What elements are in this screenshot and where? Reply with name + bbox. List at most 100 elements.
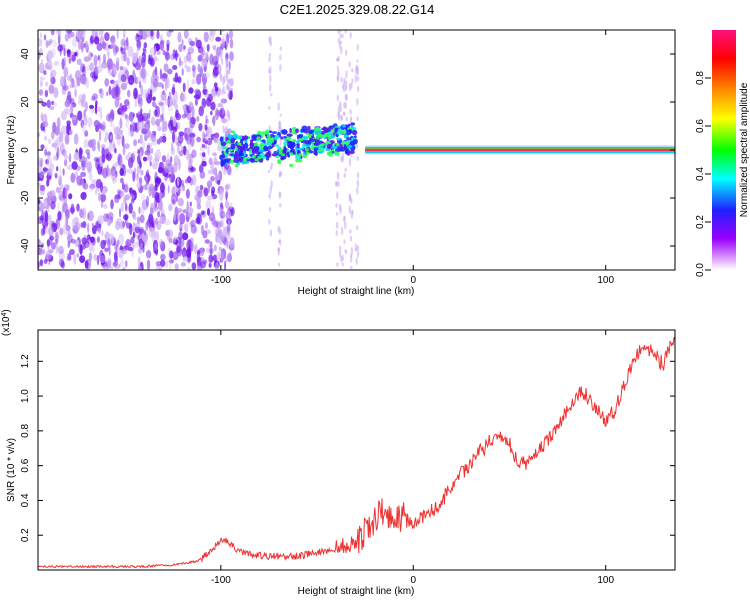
noise-blob (221, 117, 227, 124)
noise-blob (137, 216, 141, 224)
noise-blob (89, 35, 95, 44)
streak-blob (336, 171, 340, 177)
noise-blob (87, 117, 93, 128)
noise-blob (200, 146, 203, 152)
noise-blob (171, 142, 174, 152)
noise-blob (45, 250, 52, 260)
band-blob (263, 145, 268, 152)
noise-blob (39, 215, 44, 221)
noise-blob (139, 96, 143, 108)
noise-blob (50, 190, 56, 198)
streak-blob (356, 116, 359, 122)
noise-blob (126, 168, 133, 174)
noise-blob (124, 260, 128, 268)
streak-blob (279, 238, 282, 246)
noise-blob (63, 154, 69, 161)
colorbar: 0.0 0.2 0.4 0.6 0.8 Normalized spectral ampl… (695, 30, 750, 277)
noise-blob (225, 190, 229, 200)
band-blob (219, 136, 224, 143)
noise-blob (173, 212, 177, 222)
noise-blob (44, 149, 47, 157)
noise-blob (73, 254, 77, 265)
streak-blob (356, 76, 360, 82)
noise-blob (172, 237, 176, 243)
noise-blob (38, 198, 41, 205)
noise-blob (99, 255, 106, 264)
noise-blob (201, 143, 205, 148)
noise-blob (199, 184, 204, 191)
noise-blob (46, 99, 51, 109)
band-blob (281, 129, 288, 135)
noise-blob (67, 252, 72, 261)
noise-blob (87, 140, 94, 149)
noise-blob (142, 184, 147, 190)
noise-blob (191, 64, 196, 72)
noise-blob (189, 132, 195, 138)
streak-blob (221, 106, 225, 111)
band-blob (265, 151, 272, 158)
noise-blob (117, 153, 123, 166)
noise-blob (195, 217, 201, 224)
noise-blob (92, 225, 97, 235)
noise-blob (77, 110, 83, 122)
noise-blob (138, 206, 141, 215)
streak-blob (343, 111, 346, 116)
noise-blob (181, 113, 187, 119)
band-blob (259, 152, 265, 157)
noise-blob (59, 142, 65, 155)
streak-blob (350, 246, 354, 256)
noise-blob (174, 72, 179, 83)
noise-blob (141, 139, 146, 150)
streak-blob (269, 74, 272, 84)
noise-blob (69, 207, 76, 213)
noise-blob (125, 115, 130, 121)
noise-blob (216, 251, 222, 261)
noise-blob (91, 223, 95, 228)
snr-ylabel: SNR (10 * v/v) (6, 438, 17, 502)
band-highlight (256, 136, 261, 140)
noise-blob (119, 117, 123, 129)
streak-blob (279, 203, 282, 208)
noise-blob (131, 151, 138, 156)
noise-blob (99, 129, 102, 142)
noise-blob (228, 202, 233, 210)
noise-blob (196, 212, 202, 219)
noise-blob (194, 244, 198, 255)
noise-blob (117, 133, 124, 140)
noise-blob (186, 66, 191, 73)
streak-blob (337, 30, 340, 35)
noise-blob (217, 102, 223, 108)
noise-blob (136, 112, 139, 119)
streak-blob (351, 78, 354, 84)
noise-blob (40, 157, 43, 167)
noise-blob (89, 104, 94, 109)
noise-blob (82, 30, 86, 39)
noise-blob (102, 167, 108, 179)
band-blob (243, 142, 249, 149)
noise-blob (187, 250, 192, 263)
noise-blob (46, 179, 50, 187)
noise-blob (208, 254, 212, 263)
noise-blob (74, 239, 80, 247)
noise-blob (217, 179, 221, 185)
noise-blob (189, 201, 192, 207)
noise-blob (146, 218, 152, 226)
band-highlight (278, 151, 283, 155)
noise-blob (208, 212, 216, 222)
band-blob (345, 148, 349, 155)
noise-blob (46, 151, 52, 156)
streak-blob (339, 30, 342, 33)
band-blob (334, 151, 340, 157)
noise-blob (56, 219, 59, 227)
noise-blob (93, 36, 100, 45)
band-blob (289, 128, 292, 133)
streak-blob (344, 93, 348, 102)
noise-blob (210, 110, 213, 116)
noise-blob (86, 161, 92, 173)
noise-blob (113, 66, 118, 77)
noise-blob (127, 247, 134, 252)
noise-blob (107, 51, 110, 59)
noise-blob (135, 62, 141, 71)
band-blob (343, 144, 347, 150)
band-blob (259, 138, 263, 143)
